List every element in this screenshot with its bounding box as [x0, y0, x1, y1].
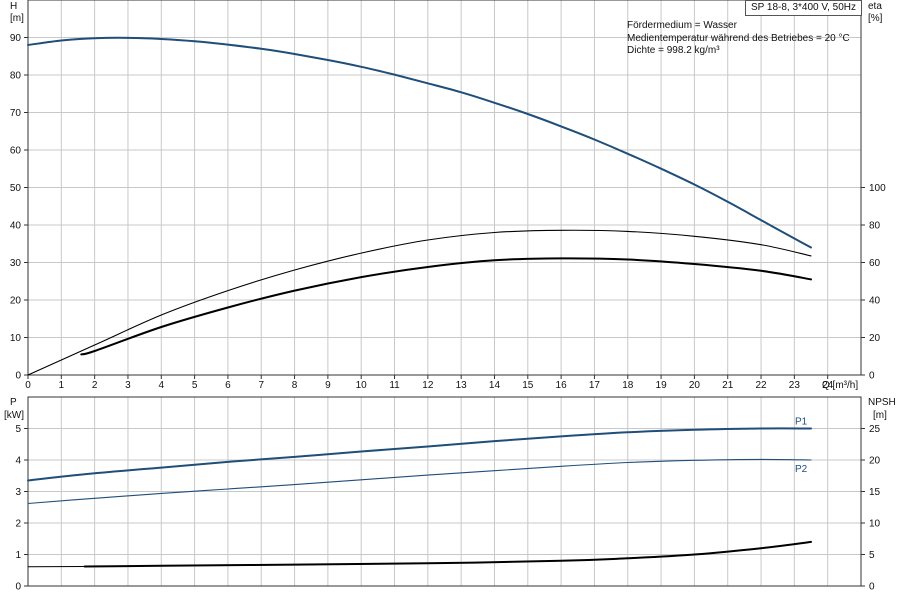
- right-tick-label: 100: [869, 183, 886, 194]
- h-axis-label: H: [10, 1, 17, 12]
- left-tick-label: 20: [10, 296, 22, 307]
- left-tick-label: 0: [15, 371, 21, 382]
- right-tick-label: 60: [869, 258, 881, 269]
- x-tick-label: 15: [522, 380, 534, 391]
- right-tick-label: 15: [869, 487, 881, 498]
- x-tick-label: 2: [92, 380, 98, 391]
- x-tick-label: 23: [789, 380, 801, 391]
- right-tick-label: 20: [869, 456, 881, 467]
- npsh-axis-label: NPSH: [868, 397, 896, 408]
- x-tick-label: 14: [489, 380, 501, 391]
- left-tick-label: 10: [10, 333, 22, 344]
- right-tick-label: 5: [869, 550, 875, 561]
- left-tick-label: 4: [15, 456, 21, 467]
- x-tick-label: 20: [689, 380, 701, 391]
- right-tick-label: 10: [869, 519, 881, 530]
- top-panel: H [m] eta [%] Q [m³/h] 01020304050607080…: [10, 0, 886, 391]
- left-tick-label: 80: [10, 71, 22, 82]
- x-tick-label: 4: [158, 380, 164, 391]
- medium-info-line: Medientemperatur während des Betriebes =…: [627, 32, 850, 44]
- left-tick-label: 1: [15, 550, 21, 561]
- medium-info-line: Fördermedium = Wasser: [627, 20, 737, 31]
- series-label-p1: P1: [795, 417, 808, 428]
- right-tick-label: 20: [869, 333, 881, 344]
- x-tick-label: 0: [25, 380, 31, 391]
- pump-model-box: SP 18-8, 3*400 V, 50Hz: [745, 0, 862, 16]
- x-tick-label: 13: [456, 380, 468, 391]
- x-tick-label: 17: [589, 380, 601, 391]
- x-tick-label: 18: [622, 380, 634, 391]
- left-tick-label: 3: [15, 487, 21, 498]
- x-tick-label: 11: [389, 380, 400, 391]
- eta-axis-label: eta: [868, 1, 882, 12]
- left-tick-label: 70: [10, 108, 22, 119]
- medium-info-line: Dichte = 998.2 kg/m³: [627, 45, 720, 57]
- series-line-p1: [27, 427, 812, 482]
- x-tick-label: 5: [192, 380, 198, 391]
- x-tick-label: 12: [422, 380, 434, 391]
- left-tick-label: 2: [15, 519, 21, 530]
- x-tick-label: 21: [722, 380, 734, 391]
- left-tick-label: 5: [15, 424, 21, 435]
- right-tick-label: 0: [869, 582, 875, 593]
- right-tick-label: 25: [869, 424, 881, 435]
- right-tick-label: 80: [869, 221, 881, 232]
- x-tick-label: 3: [125, 380, 131, 391]
- series-line: [27, 229, 812, 376]
- left-tick-label: 40: [10, 221, 22, 232]
- eta-axis-unit: [%]: [868, 13, 883, 24]
- h-axis-unit: [m]: [10, 13, 24, 24]
- left-tick-label: 50: [10, 183, 22, 194]
- x-tick-label: 8: [292, 380, 298, 391]
- p-axis-label: P: [10, 397, 17, 408]
- right-tick-label: 40: [869, 296, 881, 307]
- left-tick-label: 90: [10, 33, 22, 44]
- left-tick-label: 60: [10, 146, 22, 157]
- x-tick-label: 16: [556, 380, 568, 391]
- x-tick-label: 22: [755, 380, 767, 391]
- series-line: [80, 257, 812, 356]
- q-axis-label: Q [m³/h]: [822, 380, 858, 391]
- x-tick-label: 10: [356, 380, 368, 391]
- npsh-axis-unit: [m]: [873, 410, 887, 421]
- x-tick-label: 6: [225, 380, 231, 391]
- series-label-p2: P2: [795, 464, 808, 475]
- series-line: [27, 36, 812, 249]
- x-tick-label: 1: [59, 380, 65, 391]
- x-tick-label: 9: [325, 380, 331, 391]
- series-line-p2: [27, 458, 812, 505]
- medium-info: Fördermedium = Wasser Medientemperatur w…: [627, 20, 850, 58]
- right-tick-label: 0: [869, 371, 875, 382]
- series-line: [83, 540, 812, 568]
- x-tick-label: 19: [656, 380, 668, 391]
- x-tick-label: 7: [258, 380, 264, 391]
- p-axis-unit: [kW]: [4, 410, 24, 421]
- left-tick-label: 30: [10, 258, 22, 269]
- left-tick-label: 0: [15, 582, 21, 593]
- x-tick-label: 24: [822, 380, 834, 391]
- bottom-panel: P [kW] NPSH [m] 0 1 2 3 4 5 0 5 10 15 20 25 P1 P2: [4, 396, 896, 593]
